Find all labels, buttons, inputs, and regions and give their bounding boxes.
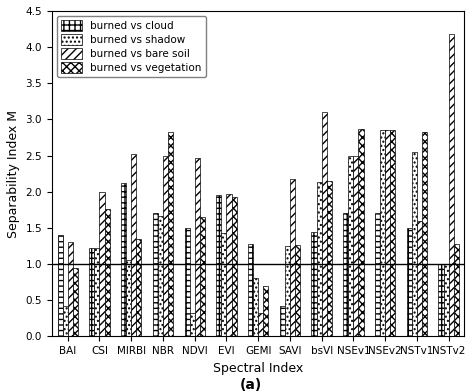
Bar bbox=[195, 158, 200, 336]
Bar bbox=[137, 239, 141, 336]
Bar bbox=[422, 133, 427, 336]
Bar bbox=[190, 313, 195, 336]
Bar bbox=[358, 129, 364, 336]
Bar bbox=[417, 221, 422, 336]
Bar bbox=[94, 248, 100, 336]
Bar bbox=[68, 242, 73, 336]
Bar bbox=[158, 215, 163, 336]
Bar bbox=[258, 313, 263, 336]
Bar bbox=[343, 213, 348, 336]
Bar bbox=[153, 213, 158, 336]
Bar bbox=[100, 192, 105, 336]
Bar bbox=[280, 306, 285, 336]
Bar bbox=[375, 213, 380, 336]
Legend: burned vs cloud, burned vs shadow, burned vs bare soil, burned vs vegetation: burned vs cloud, burned vs shadow, burne… bbox=[57, 16, 206, 77]
Bar bbox=[89, 248, 94, 336]
Bar bbox=[121, 183, 126, 336]
Bar bbox=[221, 233, 227, 336]
Bar bbox=[380, 130, 385, 336]
Bar bbox=[163, 156, 168, 336]
Bar bbox=[295, 245, 300, 336]
Bar bbox=[227, 194, 231, 336]
Bar bbox=[131, 154, 137, 336]
Bar bbox=[200, 217, 205, 336]
Bar bbox=[126, 260, 131, 336]
Bar bbox=[168, 132, 173, 336]
X-axis label: Spectral Index: Spectral Index bbox=[213, 362, 303, 375]
Bar bbox=[407, 228, 412, 336]
Bar bbox=[348, 156, 354, 336]
Bar bbox=[438, 264, 444, 336]
Bar bbox=[263, 286, 268, 336]
Bar bbox=[354, 156, 358, 336]
Bar bbox=[290, 179, 295, 336]
Bar bbox=[454, 244, 459, 336]
Text: (a): (a) bbox=[240, 378, 262, 391]
Bar bbox=[105, 209, 109, 336]
Bar bbox=[385, 130, 390, 336]
Bar bbox=[216, 195, 221, 336]
Bar bbox=[412, 152, 417, 336]
Bar bbox=[390, 130, 395, 336]
Bar bbox=[253, 278, 258, 336]
Y-axis label: Separability Index M: Separability Index M bbox=[7, 109, 20, 238]
Bar bbox=[322, 112, 327, 336]
Bar bbox=[444, 264, 448, 336]
Bar bbox=[327, 181, 332, 336]
Bar bbox=[73, 267, 78, 336]
Bar bbox=[285, 246, 290, 336]
Bar bbox=[63, 306, 68, 336]
Bar bbox=[311, 232, 317, 336]
Bar bbox=[448, 34, 454, 336]
Bar bbox=[57, 235, 63, 336]
Bar bbox=[317, 182, 322, 336]
Bar bbox=[248, 244, 253, 336]
Bar bbox=[231, 197, 237, 336]
Bar bbox=[184, 228, 190, 336]
